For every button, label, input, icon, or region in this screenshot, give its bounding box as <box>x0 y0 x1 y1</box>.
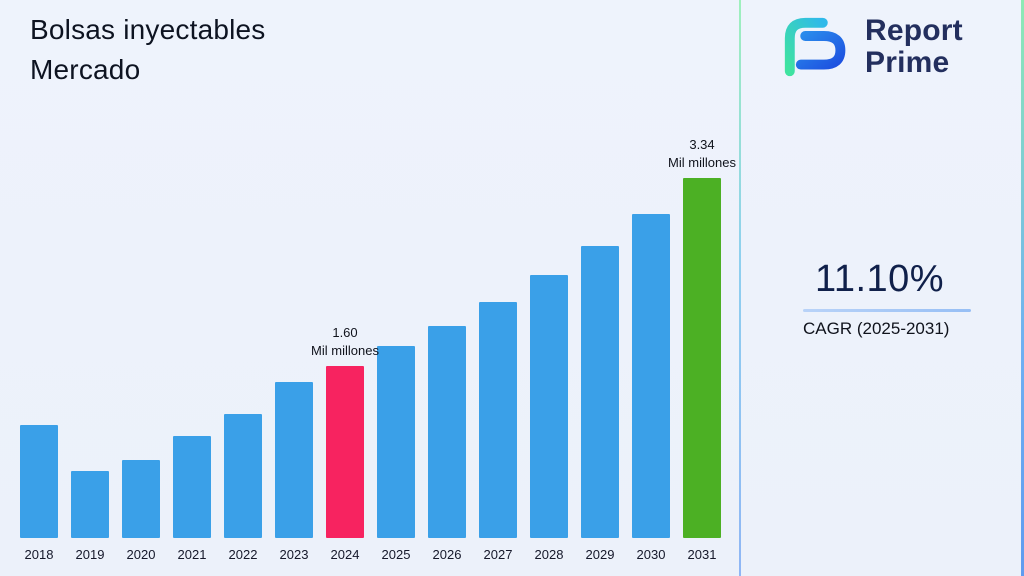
bar-2027 <box>479 302 517 538</box>
right-edge-accent <box>1021 0 1024 576</box>
bar-cell-2020 <box>122 176 160 538</box>
bar-cell-2028 <box>530 176 568 538</box>
bar-cell-2029 <box>581 176 619 538</box>
bar-cell-2018 <box>20 176 58 538</box>
page-title-line2: Mercado <box>30 53 141 85</box>
bar-unit-2031: Mil millones <box>668 154 736 170</box>
x-tick-2030: 2030 <box>636 547 666 562</box>
right-panel: Report Prime 11.10% CAGR (2025-2031) <box>745 0 1021 576</box>
x-tick-2022: 2022 <box>228 547 258 562</box>
page-title-line1: Bolsas inyectables <box>30 14 266 45</box>
bar-cell-2024: 1.60 Mil millones <box>311 176 379 538</box>
bar-value-2031: 3.34 <box>689 136 715 152</box>
bars-row: 1.60 Mil millones 3.34 Mil millones <box>8 137 736 538</box>
report-prime-logo: Report Prime <box>773 14 963 80</box>
cagr-stat: 11.10% CAGR (2025-2031) <box>803 258 973 339</box>
x-tick-2018: 2018 <box>24 547 54 562</box>
x-tick-2026: 2026 <box>432 547 462 562</box>
bar-2029 <box>581 246 619 538</box>
x-tick-2021: 2021 <box>177 547 207 562</box>
bar-2025 <box>377 346 415 538</box>
x-tick-2024: 2024 <box>330 547 360 562</box>
cagr-label: CAGR (2025-2031) <box>803 319 950 338</box>
cagr-underline <box>803 309 971 312</box>
bar-cell-2023 <box>275 176 313 538</box>
bar-cell-2021 <box>173 176 211 538</box>
x-tick-2029: 2029 <box>585 547 615 562</box>
cagr-value: 11.10% <box>815 258 945 300</box>
report-prime-logo-text: Report Prime <box>865 13 963 80</box>
bar-cell-2030 <box>632 176 670 538</box>
report-prime-logo-icon <box>784 17 846 77</box>
bar-value-label-2031: 3.34 Mil millones <box>668 136 736 172</box>
bar-2031 <box>683 178 721 538</box>
bar-cell-2019 <box>71 176 109 538</box>
x-tick-2028: 2028 <box>534 547 564 562</box>
x-tick-2031: 2031 <box>687 547 717 562</box>
x-tick-2020: 2020 <box>126 547 156 562</box>
bar-2021 <box>173 436 211 538</box>
bar-2024 <box>326 366 364 538</box>
bar-2022 <box>224 414 262 538</box>
x-tick-2027: 2027 <box>483 547 513 562</box>
x-tick-2019: 2019 <box>75 547 105 562</box>
bar-2030 <box>632 214 670 538</box>
bar-cell-2027 <box>479 176 517 538</box>
logo-text-line1: Report <box>865 13 963 47</box>
bar-unit-2024: Mil millones <box>311 342 379 358</box>
logo-text-line2: Prime <box>865 46 950 79</box>
bar-2026 <box>428 326 466 538</box>
x-tick-2023: 2023 <box>279 547 309 562</box>
bar-cell-2026 <box>428 176 466 538</box>
page-title: Bolsas inyectables Mercado <box>30 10 266 90</box>
x-tick-2025: 2025 <box>381 547 411 562</box>
bar-chart: 1.60 Mil millones 3.34 Mil millones 2018 201… <box>8 137 736 562</box>
bar-value-label-2024: 1.60 Mil millones <box>311 324 379 360</box>
x-axis-labels: 2018 2019 2020 2021 2022 2023 2024 2025 2026 2027… <box>8 547 734 562</box>
bar-2018 <box>20 425 58 538</box>
bar-2020 <box>122 460 160 538</box>
bar-2019 <box>71 471 109 538</box>
bar-2028 <box>530 275 568 538</box>
bar-value-2024: 1.60 <box>332 324 358 340</box>
bar-cell-2025 <box>377 176 415 538</box>
bar-2023 <box>275 382 313 538</box>
bar-cell-2022 <box>224 176 262 538</box>
vertical-divider <box>739 0 741 576</box>
bar-cell-2031: 3.34 Mil millones <box>668 137 736 538</box>
